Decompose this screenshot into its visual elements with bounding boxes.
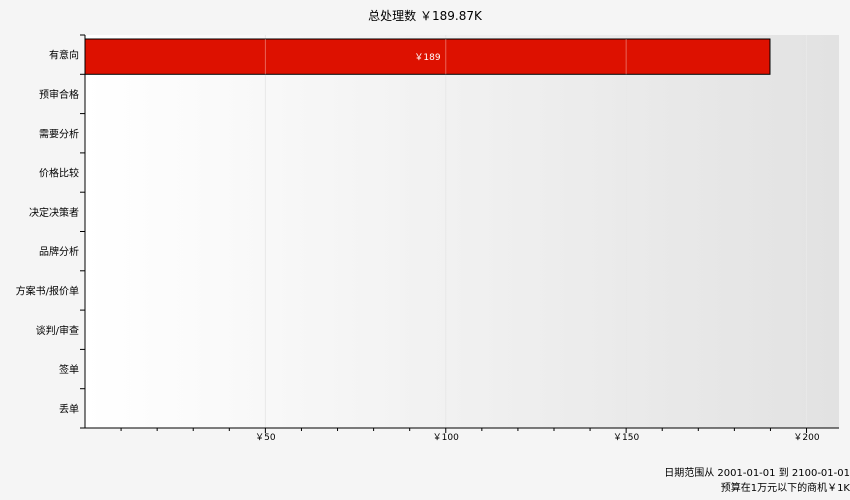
category-label: 品牌分析 bbox=[39, 245, 79, 258]
category-label: 需要分析 bbox=[39, 127, 79, 140]
x-tick-label: ￥100 bbox=[433, 433, 459, 443]
date-range-note: 日期范围从 2001-01-01 到 2100-01-01 bbox=[664, 468, 850, 479]
chart-title: 总处理数 ￥189.87K bbox=[368, 9, 482, 23]
category-label: 有意向 bbox=[49, 49, 79, 62]
budget-note: 预算在1万元以下的商机￥1K bbox=[720, 483, 850, 494]
category-label: 价格比较 bbox=[39, 167, 79, 180]
category-label: 方案书/报价单 bbox=[16, 284, 79, 297]
x-tick-label: ￥200 bbox=[793, 433, 819, 443]
category-label: 丢单 bbox=[59, 403, 79, 415]
category-label: 谈判/审查 bbox=[36, 324, 79, 337]
category-label: 决定决策者 bbox=[29, 206, 79, 219]
bar bbox=[84, 38, 771, 75]
bar-value-label: ￥189 bbox=[414, 53, 440, 63]
plot-area bbox=[85, 35, 839, 428]
x-tick-label: ￥50 bbox=[255, 433, 276, 443]
x-tick-label: ￥150 bbox=[613, 433, 639, 443]
category-label: 预审合格 bbox=[39, 88, 79, 101]
category-label: 签单 bbox=[59, 363, 79, 376]
